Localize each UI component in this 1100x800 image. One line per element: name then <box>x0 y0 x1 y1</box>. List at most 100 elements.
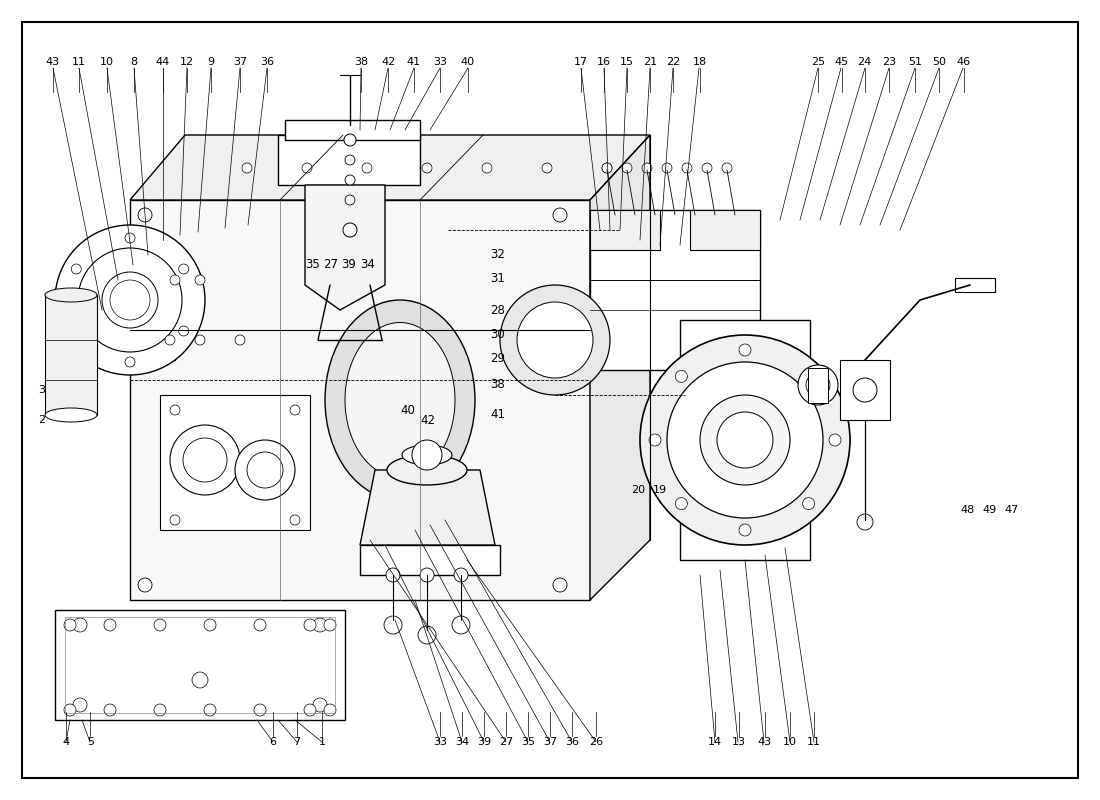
Text: 6: 6 <box>270 737 276 747</box>
Text: 18: 18 <box>693 57 706 67</box>
Circle shape <box>73 618 87 632</box>
Circle shape <box>422 163 432 173</box>
Ellipse shape <box>45 288 97 302</box>
Text: 43: 43 <box>46 57 59 67</box>
Circle shape <box>72 264 81 274</box>
Circle shape <box>384 616 402 634</box>
Circle shape <box>500 285 610 395</box>
Text: 36: 36 <box>565 737 579 747</box>
Circle shape <box>482 163 492 173</box>
Circle shape <box>170 405 180 415</box>
Text: 24: 24 <box>858 57 871 67</box>
Circle shape <box>55 225 205 375</box>
Text: 11: 11 <box>73 57 86 67</box>
Circle shape <box>204 704 216 716</box>
Circle shape <box>242 163 252 173</box>
Text: 17: 17 <box>574 57 587 67</box>
Ellipse shape <box>402 445 452 465</box>
Circle shape <box>138 578 152 592</box>
Circle shape <box>125 357 135 367</box>
Text: 21: 21 <box>644 57 657 67</box>
Text: 31: 31 <box>490 271 505 285</box>
Ellipse shape <box>324 300 475 500</box>
Circle shape <box>553 208 566 222</box>
Text: 43: 43 <box>758 737 771 747</box>
Text: 37: 37 <box>233 57 246 67</box>
Text: 50: 50 <box>933 57 946 67</box>
Text: 40: 40 <box>461 57 474 67</box>
Polygon shape <box>590 135 650 600</box>
Circle shape <box>165 335 175 345</box>
Polygon shape <box>305 185 385 310</box>
Text: 38: 38 <box>490 378 505 391</box>
Text: 4: 4 <box>63 737 69 747</box>
Circle shape <box>675 370 688 382</box>
Circle shape <box>254 619 266 631</box>
Text: 10: 10 <box>783 737 796 747</box>
Text: 34: 34 <box>455 737 469 747</box>
Circle shape <box>78 248 182 352</box>
Text: 3: 3 <box>39 385 45 395</box>
Text: 12: 12 <box>180 57 194 67</box>
Circle shape <box>102 272 158 328</box>
Circle shape <box>386 568 400 582</box>
Circle shape <box>343 223 358 237</box>
Text: 51: 51 <box>909 57 922 67</box>
Text: 7: 7 <box>294 737 300 747</box>
Circle shape <box>803 498 815 510</box>
Text: 28: 28 <box>490 303 505 317</box>
Circle shape <box>517 302 593 378</box>
Circle shape <box>602 163 612 173</box>
Text: 41: 41 <box>407 57 420 67</box>
Text: 47: 47 <box>1005 505 1019 515</box>
Text: 32: 32 <box>490 249 505 262</box>
Circle shape <box>344 134 356 146</box>
Ellipse shape <box>345 322 455 478</box>
Circle shape <box>290 405 300 415</box>
Text: 35: 35 <box>521 737 535 747</box>
Circle shape <box>412 440 442 470</box>
Circle shape <box>722 163 732 173</box>
Text: 27: 27 <box>499 737 513 747</box>
Circle shape <box>324 619 336 631</box>
Bar <box>45 295 97 415</box>
Circle shape <box>542 163 552 173</box>
Circle shape <box>235 440 295 500</box>
Circle shape <box>829 434 842 446</box>
Polygon shape <box>680 320 810 560</box>
Polygon shape <box>130 135 650 200</box>
Circle shape <box>345 195 355 205</box>
Circle shape <box>302 163 312 173</box>
Circle shape <box>852 378 877 402</box>
Text: 42: 42 <box>420 414 434 426</box>
Circle shape <box>178 264 189 274</box>
Circle shape <box>602 163 612 173</box>
Text: 19: 19 <box>653 485 667 495</box>
Text: 37: 37 <box>543 737 557 747</box>
Circle shape <box>621 163 632 173</box>
Text: 40: 40 <box>400 403 415 417</box>
Circle shape <box>418 626 436 644</box>
Circle shape <box>204 619 216 631</box>
Text: 44: 44 <box>156 57 169 67</box>
Circle shape <box>702 163 712 173</box>
Circle shape <box>170 275 180 285</box>
Text: 27: 27 <box>323 258 338 271</box>
Circle shape <box>170 425 240 495</box>
Ellipse shape <box>387 455 468 485</box>
Circle shape <box>192 672 208 688</box>
Text: 49: 49 <box>983 505 997 515</box>
Text: 46: 46 <box>957 57 970 67</box>
Circle shape <box>642 163 652 173</box>
Circle shape <box>682 163 692 173</box>
Circle shape <box>675 498 688 510</box>
Circle shape <box>104 619 116 631</box>
Circle shape <box>345 175 355 185</box>
Circle shape <box>138 208 152 222</box>
Circle shape <box>248 452 283 488</box>
Text: 34: 34 <box>360 258 375 271</box>
Circle shape <box>64 619 76 631</box>
Text: 8: 8 <box>131 57 138 67</box>
Circle shape <box>110 280 150 320</box>
Circle shape <box>64 704 76 716</box>
